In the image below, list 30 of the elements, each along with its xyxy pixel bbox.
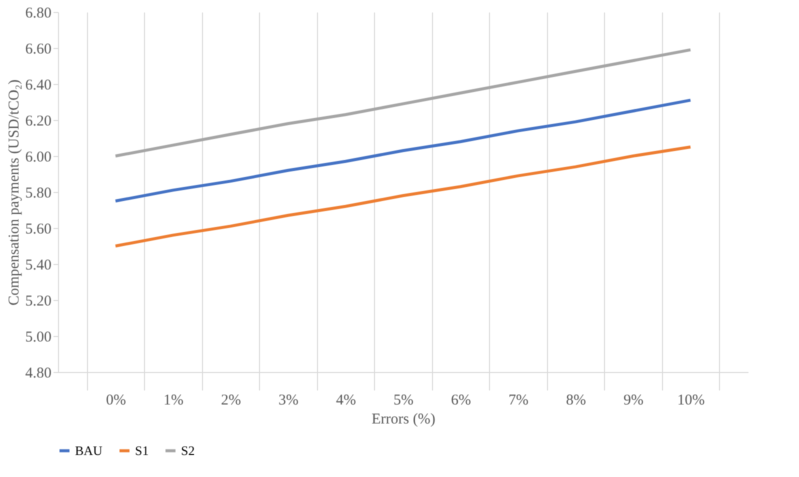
line-series <box>114 146 692 248</box>
legend-label: S2 <box>181 442 195 458</box>
y-tick-label: 4.80 <box>25 366 52 382</box>
y-tick-label: 5.00 <box>25 330 52 346</box>
y-tick-label: 5.80 <box>25 186 52 202</box>
x-tick-label: 7% <box>508 392 528 408</box>
x-tick-label: 5% <box>394 392 414 408</box>
x-tick-label: 9% <box>624 392 644 408</box>
y-axis-title: Compensation payments (USD/tCO₂) <box>6 79 22 306</box>
y-tick-label: 6.60 <box>25 42 52 58</box>
x-tick-label: 0% <box>106 392 126 408</box>
line-series <box>114 48 692 158</box>
line-series <box>114 98 692 202</box>
y-tick-label: 5.20 <box>25 294 52 310</box>
x-tick-label: 8% <box>566 392 586 408</box>
x-tick-label: 3% <box>278 392 298 408</box>
y-tick-label: 6.40 <box>25 78 52 94</box>
y-tick-label: 5.60 <box>25 222 52 238</box>
x-tick-label: 10% <box>677 392 705 408</box>
legend-label: BAU <box>75 442 104 458</box>
x-tick-label: 2% <box>221 392 241 408</box>
y-tick-label: 5.40 <box>25 258 52 274</box>
x-tick-label: 1% <box>164 392 184 408</box>
x-axis-title: Errors (%) <box>372 412 436 428</box>
y-tick-label: 6.00 <box>25 150 52 166</box>
y-tick-label: 6.20 <box>25 114 52 130</box>
legend-label: S1 <box>135 442 149 458</box>
x-tick-label: 6% <box>451 392 471 408</box>
y-tick-label: 6.80 <box>25 6 52 22</box>
x-tick-label: 4% <box>336 392 356 408</box>
